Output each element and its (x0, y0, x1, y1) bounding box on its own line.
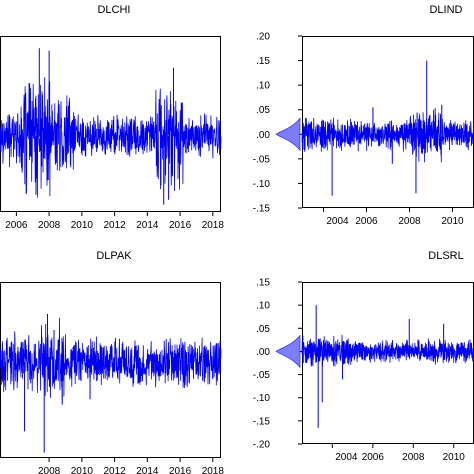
y-tick-label: -.15 (253, 204, 271, 215)
y-tick-label: .15 (256, 56, 270, 67)
plot-frame (302, 36, 474, 208)
y-tick-label: .00 (256, 130, 270, 141)
plot-frame (302, 282, 474, 444)
y-tick-label: -.15 (253, 416, 271, 427)
y-tick-label: -.10 (253, 179, 271, 190)
y-tick-label: .20 (256, 32, 270, 43)
x-tick-label: 2008 (398, 216, 421, 227)
x-tick-label: 2004 (335, 452, 358, 463)
y-tick-label: -.05 (253, 370, 271, 381)
x-tick-label: 2010 (71, 466, 94, 474)
x-tick-label: 2014 (136, 466, 159, 474)
y-tick-label: .05 (256, 324, 270, 335)
x-tick-label: 2012 (103, 220, 126, 231)
series-line (0, 77, 222, 198)
panel-title-dlind: DLIND (429, 4, 462, 16)
panel-dlpak: DLPAK 2008 2010 2012 2014 2016 2018 (0, 250, 224, 474)
panel-title-dlpak: DLPAK (96, 250, 132, 262)
y-tick-label: .00 (256, 347, 270, 358)
x-tick-label: 2006 (362, 452, 385, 463)
x-tick-label: 2016 (169, 466, 192, 474)
x-tick-label: 2014 (136, 220, 159, 231)
x-tick-label: 2010 (71, 220, 94, 231)
x-tick-label: 2010 (443, 452, 466, 463)
y-tick-label: .10 (256, 81, 270, 92)
y-tick-label: -.20 (253, 440, 271, 451)
y-tick-label: .15 (256, 278, 270, 289)
panel-dlchi: DLCHI 2006 2008 2010 2012 2014 2016 2018 (0, 4, 224, 231)
y-tick-label: -.10 (253, 393, 271, 404)
series-line (301, 334, 474, 367)
density-shape (275, 334, 301, 369)
x-tick-label: 2008 (402, 452, 425, 463)
x-tick-label: 2006 (5, 220, 28, 231)
y-tick-label: -.05 (253, 154, 271, 165)
panel-title-dlchi: DLCHI (97, 4, 130, 16)
panel-title-dlsrl: DLSRL (428, 250, 463, 262)
x-tick-label: 2004 (326, 216, 349, 227)
series-line (0, 317, 222, 401)
y-tick-label: .05 (256, 105, 270, 116)
y-tick-label: .10 (256, 301, 270, 312)
plot-frame (0, 36, 221, 212)
panel-dlsrl: DLSRL 200420062008201020.15.10.05.00-.05… (253, 250, 474, 463)
x-tick-label: 2008 (38, 466, 61, 474)
x-tick-label: 2016 (169, 220, 192, 231)
x-tick-label: 2018 (202, 220, 225, 231)
x-tick-label: 2010 (441, 216, 464, 227)
x-tick-label: 2006 (355, 216, 378, 227)
density-shape (275, 117, 301, 152)
series-line (301, 107, 474, 163)
panel-dlind: DLIND 200420062008201020.20.15.10.05.00-… (253, 4, 474, 227)
x-tick-label: 2018 (202, 466, 225, 474)
x-tick-label: 2012 (103, 466, 126, 474)
x-tick-label: 2008 (38, 220, 61, 231)
